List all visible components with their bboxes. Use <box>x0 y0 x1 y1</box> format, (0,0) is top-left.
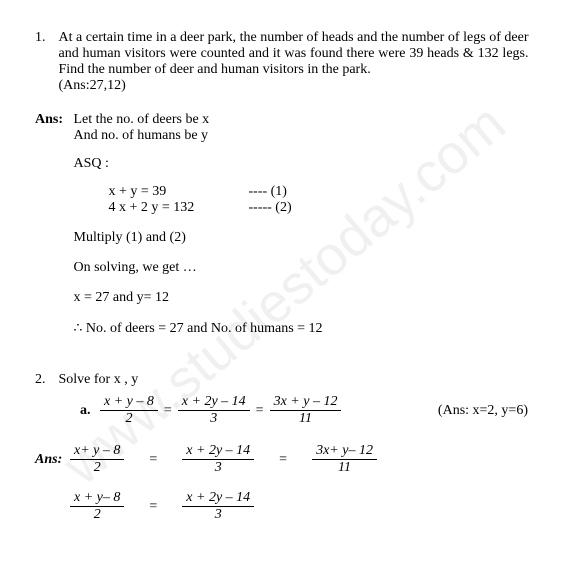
q2-h1-num: x + y– 8 <box>70 490 124 507</box>
q1-let-line1: Let the no. of deers be x <box>74 112 210 127</box>
q2-f1-den: 2 <box>100 411 158 427</box>
q2-number: 2. <box>35 372 55 388</box>
q2-ans-frac-1: x+ y – 8 2 <box>70 443 124 476</box>
equals-icon: = <box>256 403 264 419</box>
q2-f3-den: 11 <box>270 411 342 427</box>
q2-sub-label: a. <box>80 403 100 419</box>
q2-line2-frac-2: x + 2y – 14 3 <box>182 490 254 523</box>
q1-let-line2: And no. of humans be y <box>74 128 209 143</box>
q2-ans-frac-2: x + 2y – 14 3 <box>182 443 254 476</box>
q1-equation-2: 4 x + 2 y = 132 ----- (2) <box>109 200 524 216</box>
q1-asq: ASQ : <box>74 156 109 171</box>
q1-answer-key: (Ans:27,12) <box>59 78 126 93</box>
q2-f3-num: 3x + y – 12 <box>270 394 342 411</box>
q2-g2-den: 3 <box>182 460 254 476</box>
question-2: 2. Solve for x , y a. x + y – 8 2 = x + … <box>35 372 533 523</box>
q2-frac-1: x + y – 8 2 <box>100 394 158 427</box>
q2-g1-den: 2 <box>70 460 124 476</box>
q2-g2-num: x + 2y – 14 <box>182 443 254 460</box>
q1-equation-1: x + y = 39 ---- (1) <box>109 184 524 200</box>
equals-icon: = <box>164 403 172 419</box>
equals-icon: = <box>149 452 157 468</box>
q2-text: Solve for x , y <box>59 372 139 387</box>
q1-ans-label: Ans: <box>35 112 70 128</box>
q2-ans-label: Ans: <box>35 452 70 468</box>
q1-number: 1. <box>35 30 55 46</box>
q2-g3-den: 11 <box>312 460 377 476</box>
q2-frac-2: x + 2y – 14 3 <box>178 394 250 427</box>
q2-answer-key: (Ans: x=2, y=6) <box>438 403 528 419</box>
q1-eq1: x + y = 39 <box>109 184 249 200</box>
q1-result: x = 27 and y= 12 <box>74 290 170 305</box>
equals-icon: = <box>149 499 157 515</box>
q2-f2-num: x + 2y – 14 <box>178 394 250 411</box>
q1-solution: Let the no. of deers be x And no. of hum… <box>74 112 524 337</box>
equals-icon: = <box>279 452 287 468</box>
q2-h2-den: 3 <box>182 507 254 523</box>
q1-multiply: Multiply (1) and (2) <box>74 230 186 245</box>
q1-problem: At a certain time in a deer park, the nu… <box>59 30 529 77</box>
q1-eq2: 4 x + 2 y = 132 <box>109 200 249 216</box>
q1-text: At a certain time in a deer park, the nu… <box>59 30 529 94</box>
q1-onsolve: On solving, we get … <box>74 260 197 275</box>
q2-h1-den: 2 <box>70 507 124 523</box>
q2-f2-den: 3 <box>178 411 250 427</box>
q2-g1-num: x+ y – 8 <box>70 443 124 460</box>
q2-h2-num: x + 2y – 14 <box>182 490 254 507</box>
q1-final: ∴ No. of deers = 27 and No. of humans = … <box>74 321 323 336</box>
q2-g3-num: 3x+ y– 12 <box>312 443 377 460</box>
q2-f1-num: x + y – 8 <box>100 394 158 411</box>
q2-ans-frac-3: 3x+ y– 12 11 <box>312 443 377 476</box>
q1-eq1-tag: ---- (1) <box>249 184 287 200</box>
q1-eq2-tag: ----- (2) <box>249 200 292 216</box>
q2-line2-frac-1: x + y– 8 2 <box>70 490 124 523</box>
question-1: 1. At a certain time in a deer park, the… <box>35 30 533 337</box>
q2-frac-3: 3x + y – 12 11 <box>270 394 342 427</box>
